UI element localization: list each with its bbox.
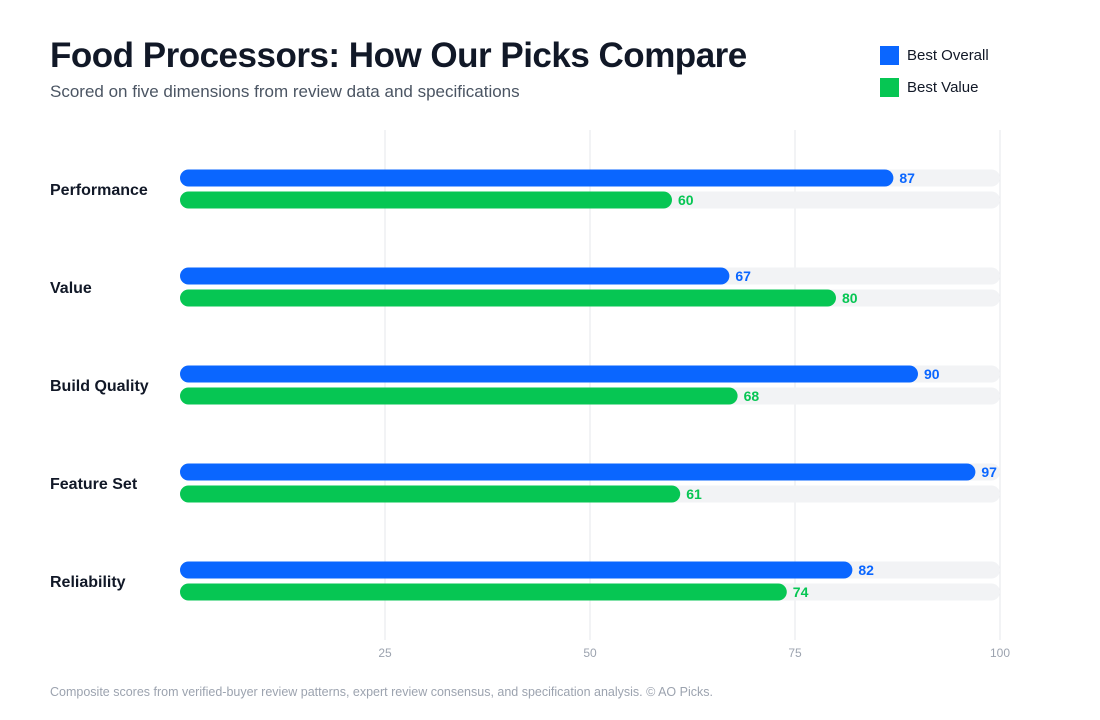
legend-swatch-best-overall xyxy=(880,45,899,65)
legend-swatch-best-value xyxy=(880,77,899,97)
bar-reliability-best-overall xyxy=(180,561,853,579)
category-label-build-quality: Build Quality xyxy=(50,378,149,395)
bar-build-quality-best-value xyxy=(180,387,738,405)
bar-reliability-best-value xyxy=(180,583,787,601)
category-label-feature-set: Feature Set xyxy=(50,476,138,493)
value-label-value-best-value: 80 xyxy=(842,290,858,306)
chart-subtitle: Scored on five dimensions from review da… xyxy=(50,82,520,101)
bar-performance-best-value xyxy=(180,191,672,209)
legend: Best Overall Best Value xyxy=(880,44,989,108)
chart-footnote: Composite scores from verified-buyer rev… xyxy=(50,685,713,699)
x-tick-label-75: 75 xyxy=(788,646,802,660)
category-label-reliability: Reliability xyxy=(50,574,126,591)
bar-feature-set-best-value xyxy=(180,485,681,503)
x-tick-label-100: 100 xyxy=(990,646,1010,660)
bar-value-best-value xyxy=(180,289,836,307)
value-label-performance-best-value: 60 xyxy=(678,192,694,208)
legend-label-best-value: Best Value xyxy=(907,78,979,96)
value-label-value-best-overall: 67 xyxy=(735,268,751,284)
bar-feature-set-best-overall xyxy=(180,463,976,481)
category-label-performance: Performance xyxy=(50,182,148,199)
bar-value-best-overall xyxy=(180,267,730,285)
chart-title: Food Processors: How Our Picks Compare xyxy=(50,36,747,75)
value-label-feature-set-best-value: 61 xyxy=(686,486,702,502)
bar-build-quality-best-overall xyxy=(180,365,918,383)
bar-performance-best-overall xyxy=(180,169,894,187)
value-label-build-quality-best-overall: 90 xyxy=(924,366,940,382)
legend-item-best-value: Best Value xyxy=(880,76,989,98)
legend-item-best-overall: Best Overall xyxy=(880,44,989,66)
legend-label-best-overall: Best Overall xyxy=(907,46,989,64)
value-label-reliability-best-value: 74 xyxy=(793,584,809,600)
value-label-performance-best-overall: 87 xyxy=(899,170,915,186)
x-tick-label-50: 50 xyxy=(583,646,597,660)
category-label-value: Value xyxy=(50,280,92,297)
value-label-build-quality-best-value: 68 xyxy=(744,388,760,404)
x-tick-label-25: 25 xyxy=(378,646,392,660)
value-label-reliability-best-overall: 82 xyxy=(858,562,874,578)
value-label-feature-set-best-overall: 97 xyxy=(981,464,997,480)
